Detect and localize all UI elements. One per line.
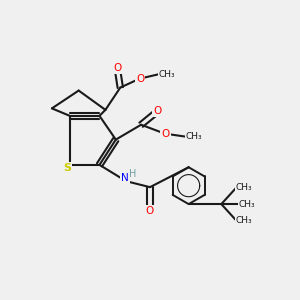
Text: S: S bbox=[63, 163, 71, 173]
Text: CH₃: CH₃ bbox=[236, 183, 253, 192]
Text: N: N bbox=[121, 173, 129, 183]
Text: O: O bbox=[113, 63, 122, 73]
Text: O: O bbox=[146, 206, 154, 216]
Text: O: O bbox=[161, 129, 169, 139]
Text: CH₃: CH₃ bbox=[239, 200, 256, 208]
Text: O: O bbox=[153, 106, 162, 116]
Text: CH₃: CH₃ bbox=[186, 132, 202, 141]
Text: CH₃: CH₃ bbox=[159, 70, 175, 79]
Text: O: O bbox=[136, 74, 144, 84]
Text: CH₃: CH₃ bbox=[236, 216, 253, 225]
Text: H: H bbox=[129, 169, 136, 179]
